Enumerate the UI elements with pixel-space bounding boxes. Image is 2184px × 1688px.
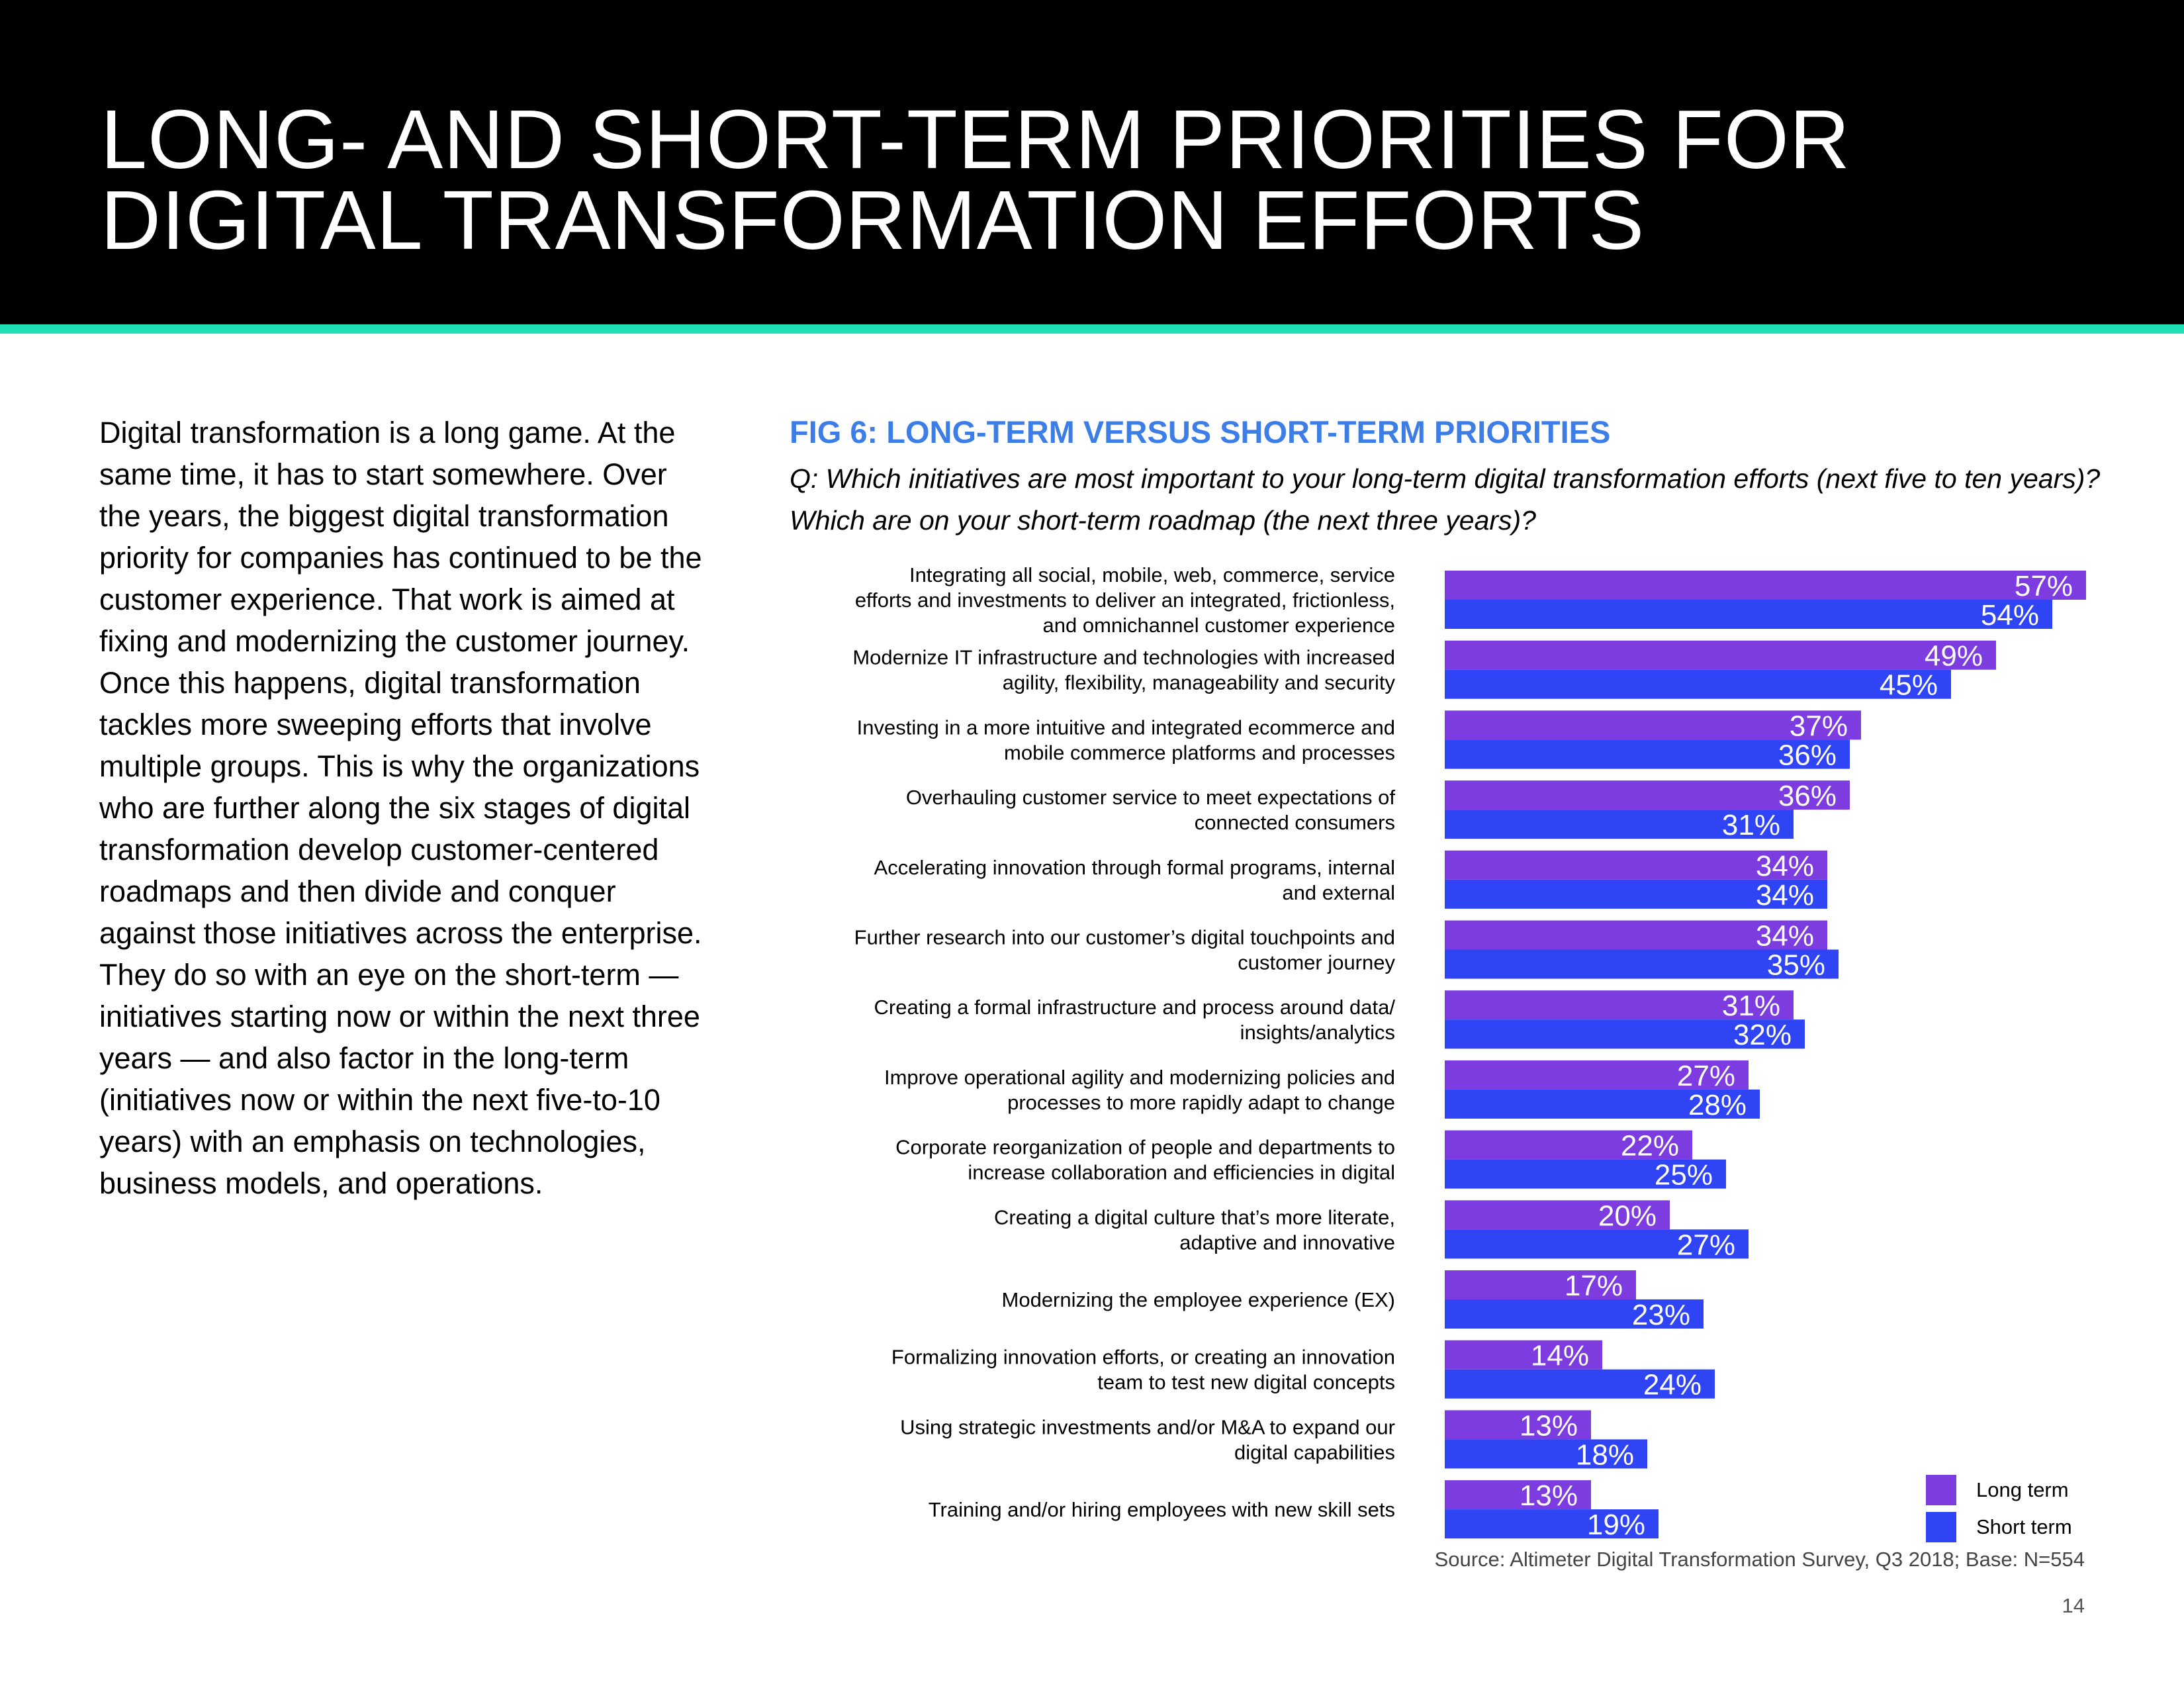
long-term-bar bbox=[1445, 1200, 1670, 1230]
long-term-bar bbox=[1445, 850, 1827, 880]
long-term-value-label: 57% bbox=[2015, 570, 2073, 602]
body-paragraph: Digital transformation is a long game. A… bbox=[99, 416, 702, 1200]
short-term-value-label: 28% bbox=[1688, 1089, 1747, 1121]
figure-title: FIG 6: LONG-TERM VERSUS SHORT-TERM PRIOR… bbox=[790, 414, 1611, 449]
category-label: Modernize IT infrastructure and technolo… bbox=[852, 646, 1395, 694]
short-term-bar bbox=[1445, 810, 1794, 839]
figure-question: Q: Which initiatives are most important … bbox=[790, 463, 2101, 536]
short-term-value-label: 36% bbox=[1778, 739, 1837, 771]
short-term-value-label: 18% bbox=[1576, 1438, 1634, 1471]
long-term-value-label: 34% bbox=[1756, 850, 1814, 882]
short-term-value-label: 45% bbox=[1880, 669, 1938, 702]
long-term-value-label: 13% bbox=[1520, 1479, 1578, 1512]
long-term-value-label: 36% bbox=[1778, 780, 1837, 812]
long-term-value-label: 49% bbox=[1925, 640, 1983, 673]
category-label: Accelerating innovation through formal p… bbox=[874, 856, 1395, 904]
category-label: Using strategic investments and/or M&A t… bbox=[900, 1415, 1395, 1464]
short-term-bar bbox=[1445, 1439, 1647, 1469]
long-term-value-label: 27% bbox=[1677, 1060, 1735, 1092]
short-term-value-label: 19% bbox=[1587, 1509, 1645, 1541]
short-term-bar bbox=[1445, 1159, 1726, 1189]
category-label: Improve operational agility and moderniz… bbox=[884, 1066, 1395, 1114]
short-term-bar bbox=[1445, 1019, 1805, 1049]
short-term-bar bbox=[1445, 1089, 1760, 1119]
category-label: Integrating all social, mobile, web, com… bbox=[855, 563, 1395, 637]
category-label: Training and/or hiring employees with ne… bbox=[929, 1498, 1395, 1521]
short-term-value-label: 32% bbox=[1733, 1019, 1792, 1051]
category-label: Creating a formal infrastructure and pro… bbox=[874, 996, 1396, 1044]
short-term-bar bbox=[1445, 669, 1951, 699]
legend-item-long-term: Long term bbox=[1926, 1475, 2072, 1505]
long-term-value-label: 20% bbox=[1598, 1199, 1657, 1232]
long-term-value-label: 31% bbox=[1722, 990, 1780, 1022]
short-term-value-label: 25% bbox=[1655, 1159, 1713, 1192]
long-term-bar bbox=[1445, 990, 1794, 1020]
long-term-value-label: 34% bbox=[1756, 920, 1814, 953]
long-term-value-label: 14% bbox=[1531, 1340, 1589, 1372]
short-term-bar bbox=[1445, 949, 1839, 979]
short-term-value-label: 31% bbox=[1722, 809, 1780, 841]
short-term-bar bbox=[1445, 1229, 1749, 1259]
short-term-bar bbox=[1445, 879, 1827, 909]
long-term-bar bbox=[1445, 920, 1827, 950]
short-term-bar bbox=[1445, 739, 1850, 769]
legend-label-short-term: Short term bbox=[1976, 1515, 2072, 1538]
category-label: Further research into our customer’s dig… bbox=[854, 926, 1396, 974]
short-term-value-label: 23% bbox=[1632, 1299, 1690, 1331]
short-term-value-label: 24% bbox=[1643, 1369, 1702, 1401]
long-term-value-label: 13% bbox=[1520, 1409, 1578, 1442]
short-term-value-label: 54% bbox=[1981, 599, 2039, 632]
long-term-bar bbox=[1445, 1480, 1591, 1510]
long-term-value-label: 22% bbox=[1621, 1130, 1679, 1162]
legend-label-long-term: Long term bbox=[1976, 1478, 2069, 1501]
short-term-bar bbox=[1445, 600, 2052, 629]
short-term-value-label: 34% bbox=[1756, 879, 1814, 912]
category-label: Modernizing the employee experience (EX) bbox=[1002, 1288, 1395, 1311]
long-term-bar bbox=[1445, 1060, 1749, 1090]
page-number: 14 bbox=[2062, 1594, 2085, 1617]
category-label: Formalizing innovation efforts, or creat… bbox=[891, 1346, 1395, 1394]
legend-item-short-term: Short term bbox=[1926, 1512, 2072, 1542]
short-term-value-label: 27% bbox=[1677, 1229, 1735, 1261]
legend-swatch-long-term bbox=[1926, 1475, 1956, 1505]
long-term-bar bbox=[1445, 780, 1850, 810]
legend-swatch-short-term bbox=[1926, 1512, 1956, 1542]
short-term-value-label: 35% bbox=[1767, 949, 1825, 982]
header-bar bbox=[0, 0, 2184, 324]
category-label: Creating a digital culture that’s more l… bbox=[994, 1205, 1395, 1254]
long-term-bar bbox=[1445, 640, 1996, 670]
long-term-bar bbox=[1445, 710, 1861, 740]
header-accent-rule bbox=[0, 324, 2184, 334]
short-term-bar bbox=[1445, 1369, 1715, 1399]
long-term-bar bbox=[1445, 1130, 1692, 1160]
short-term-bar bbox=[1445, 1509, 1659, 1539]
long-term-bar bbox=[1445, 571, 2086, 600]
long-term-bar bbox=[1445, 1410, 1591, 1440]
long-term-bar bbox=[1445, 1340, 1602, 1370]
chart-legend: Long term Short term bbox=[1926, 1475, 2072, 1549]
long-term-value-label: 37% bbox=[1790, 710, 1848, 742]
category-label: Corporate reorganization of people and d… bbox=[895, 1136, 1395, 1184]
long-term-value-label: 17% bbox=[1565, 1270, 1623, 1302]
source-note: Source: Altimeter Digital Transformation… bbox=[1434, 1548, 2085, 1571]
short-term-bar bbox=[1445, 1299, 1704, 1329]
category-label: Overhauling customer service to meet exp… bbox=[906, 786, 1396, 834]
category-label: Investing in a more intuitive and integr… bbox=[857, 716, 1395, 764]
page-title: LONG- AND SHORT-TERM PRIORITIES FOR DIGI… bbox=[101, 93, 1850, 267]
long-term-bar bbox=[1445, 1270, 1636, 1299]
